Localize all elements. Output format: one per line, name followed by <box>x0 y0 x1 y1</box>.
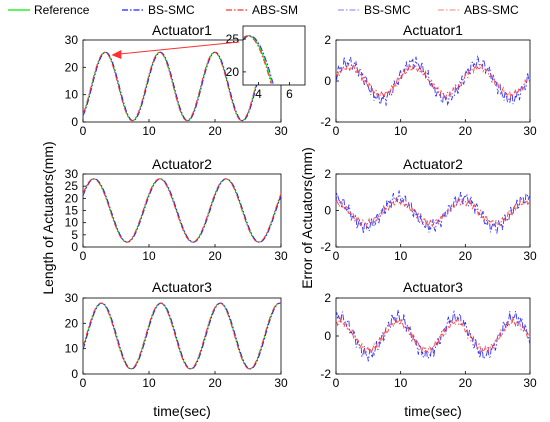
x-tick-label: 10 <box>394 249 408 263</box>
series-abs-smc <box>335 316 531 355</box>
y-tick-label: 5 <box>71 228 78 242</box>
chart-title: Actuator2 <box>152 156 212 172</box>
y-tick-label: 2 <box>324 167 331 181</box>
y-tick-label: 0 <box>71 115 78 129</box>
inset-x-tick-label: 6 <box>286 87 293 101</box>
x-tick-label: 10 <box>394 376 408 390</box>
inset-series-bs-smc <box>242 35 274 86</box>
y-tick-label: 20 <box>65 60 79 74</box>
zoom-arrow <box>119 41 240 55</box>
y-tick-label: 30 <box>65 291 79 305</box>
y-tick-label: 25 <box>65 179 79 193</box>
x-tick-label: 10 <box>394 124 408 138</box>
inset-series-abs-sm <box>242 35 272 84</box>
right-xlabel: time(sec) <box>404 403 462 419</box>
chart-panel: Actuator1 0 10 20 30 0 10 20 30 <box>65 22 288 138</box>
series-bs-smc <box>82 51 282 122</box>
y-tick-label: 0 <box>324 329 331 343</box>
chart-title: Actuator3 <box>152 279 212 295</box>
y-tick-label: -2 <box>320 367 331 381</box>
y-tick-label: 20 <box>65 316 79 330</box>
y-tick-label: 2 <box>324 33 331 47</box>
x-tick-label: 30 <box>274 124 288 138</box>
y-tick-label: 30 <box>65 33 79 47</box>
series-bs-smc <box>82 302 282 370</box>
y-tick-label: 0 <box>71 240 78 254</box>
x-tick-label: 30 <box>523 124 537 138</box>
y-tick-label: 15 <box>65 204 79 218</box>
legend-label: ABS-SMC <box>464 3 519 17</box>
y-tick-label: -2 <box>320 115 331 129</box>
y-tick-label: 0 <box>324 74 331 88</box>
plot-frame <box>335 173 531 248</box>
legend-label: BS-SMC <box>364 3 411 17</box>
x-tick-label: 0 <box>80 376 87 390</box>
x-tick-label: 30 <box>523 376 537 390</box>
series-abs-smc <box>335 63 531 99</box>
plot-frame <box>82 173 282 248</box>
x-tick-label: 30 <box>523 249 537 263</box>
inset-y-tick-label: 20 <box>226 65 240 79</box>
chart-title: Actuator3 <box>403 279 463 295</box>
y-tick-label: 0 <box>71 367 78 381</box>
legend-label: Reference <box>34 3 90 17</box>
x-tick-label: 0 <box>333 376 340 390</box>
x-tick-label: 20 <box>208 249 222 263</box>
legend-label: BS-SMC <box>148 3 195 17</box>
x-tick-label: 20 <box>208 376 222 390</box>
series-bs-smc <box>335 190 531 235</box>
inset-frame <box>242 25 306 86</box>
inset-chart: 4 6 20 25 <box>226 25 306 101</box>
legend: Reference BS-SMC ABS-SM BS-SMC ABS-SMC <box>8 3 519 17</box>
series-abs-sm <box>82 178 282 243</box>
y-tick-label: 0 <box>324 204 331 218</box>
inset-x-tick-label: 4 <box>255 87 262 101</box>
chart-title: Actuator1 <box>403 22 463 38</box>
x-tick-label: 20 <box>208 124 222 138</box>
chart-panel: Actuator3 0 10 20 30 0 10 20 30 <box>65 279 288 390</box>
x-tick-label: 0 <box>80 249 87 263</box>
x-tick-label: 10 <box>142 124 156 138</box>
x-tick-label: 0 <box>80 124 87 138</box>
y-tick-label: 20 <box>65 191 79 205</box>
chart-title: Actuator2 <box>403 156 463 172</box>
y-tick-label: -2 <box>320 240 331 254</box>
legend-label: ABS-SM <box>252 3 298 17</box>
x-tick-label: 0 <box>333 124 340 138</box>
zoom-arrow-head <box>111 50 122 60</box>
x-tick-label: 30 <box>274 249 288 263</box>
x-tick-label: 0 <box>333 249 340 263</box>
y-tick-label: 10 <box>65 216 79 230</box>
x-tick-label: 10 <box>142 376 156 390</box>
series-abs-sm <box>82 51 282 122</box>
x-tick-label: 20 <box>459 376 473 390</box>
x-tick-label: 20 <box>459 124 473 138</box>
left-ylabel: Length of Actuators(mm) <box>40 141 56 294</box>
right-ylabel: Error of Actuators(mm) <box>299 147 315 289</box>
series-abs-smc <box>335 197 531 228</box>
series-bs-smc <box>82 178 282 243</box>
series-abs-sm <box>82 302 282 370</box>
y-tick-label: 2 <box>324 291 331 305</box>
x-tick-label: 10 <box>142 249 156 263</box>
y-tick-label: 10 <box>65 88 79 102</box>
series-bs-smc <box>335 309 531 362</box>
plot-frame <box>82 297 282 375</box>
y-tick-label: 10 <box>65 342 79 356</box>
y-tick-label: 30 <box>65 167 79 181</box>
x-tick-label: 20 <box>459 249 473 263</box>
chart-title: Actuator1 <box>152 22 212 38</box>
left-xlabel: time(sec) <box>153 403 211 419</box>
inset-y-tick-label: 25 <box>226 32 240 46</box>
x-tick-label: 30 <box>274 376 288 390</box>
